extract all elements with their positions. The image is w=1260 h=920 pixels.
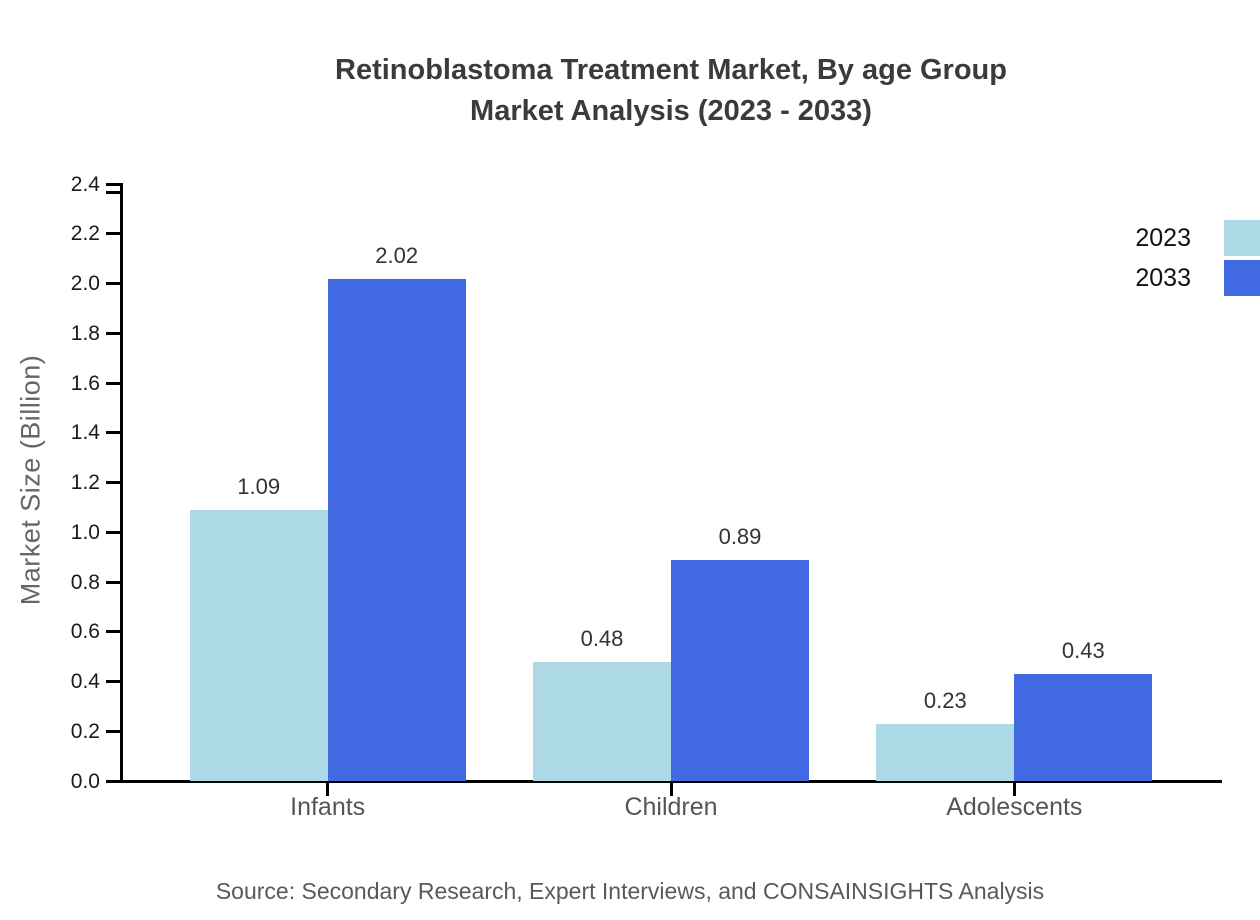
y-tick-mark xyxy=(106,729,120,733)
bar-value-label: 0.89 xyxy=(718,523,762,549)
bar-value-label: 0.48 xyxy=(580,625,624,651)
y-tick-label: 2.0 xyxy=(70,272,100,295)
legend-row-2033: 2033 xyxy=(1100,260,1260,296)
chart-title: Retinoblastoma Treatment Market, By age … xyxy=(120,50,1222,132)
y-tick-label: 0.6 xyxy=(70,620,100,644)
y-tick-label: 1.0 xyxy=(70,520,100,544)
bar-2023-infants xyxy=(189,509,328,781)
bar-value-label: 1.09 xyxy=(237,473,281,499)
chart-title-line2: Market Analysis (2023 - 2033) xyxy=(470,95,872,127)
bar-value-label: 2.02 xyxy=(375,242,419,268)
bar-2033-adolescents xyxy=(1014,674,1153,781)
y-axis-line xyxy=(120,183,123,783)
y-tick-mark xyxy=(106,331,120,335)
legend-swatch-2023-icon xyxy=(1224,220,1260,256)
legend-row-2023: 2023 xyxy=(1100,220,1260,256)
y-tick-mark xyxy=(106,630,120,634)
y-tick-mark xyxy=(106,580,120,584)
chart-title-line1: Retinoblastoma Treatment Market, By age … xyxy=(335,54,1007,86)
y-tick-label: 0.2 xyxy=(70,719,100,743)
x-category-label: Adolescents xyxy=(946,793,1083,821)
y-tick-mark xyxy=(106,680,120,683)
bar-2023-children xyxy=(533,661,671,781)
bar-2033-infants xyxy=(327,278,466,781)
x-tick-mark xyxy=(1012,781,1016,796)
bar-value-label: 0.43 xyxy=(1061,638,1105,664)
x-tick-mark xyxy=(669,781,673,796)
legend-swatch-2033-icon xyxy=(1224,260,1260,296)
x-tick-mark xyxy=(326,781,330,796)
legend-label-2023: 2023 xyxy=(1135,224,1191,252)
y-tick-mark xyxy=(106,530,120,534)
y-tick-label: 1.4 xyxy=(70,421,100,445)
y-tick-label: 1.8 xyxy=(70,321,100,345)
y-tick-label: 1.2 xyxy=(70,471,100,494)
bar-2023-adolescents xyxy=(876,723,1015,781)
bar-value-label: 0.23 xyxy=(923,687,967,713)
x-category-label: Children xyxy=(624,793,718,821)
y-tick-mark xyxy=(106,381,120,385)
y-tick-mark xyxy=(106,282,120,285)
y-tick-mark xyxy=(106,232,120,236)
x-category-label: Infants xyxy=(290,793,366,821)
y-tick-label: 1.6 xyxy=(70,371,100,395)
y-axis-top-cap-tick xyxy=(106,191,120,194)
y-tick-mark xyxy=(106,431,120,435)
y-tick-label: 0.0 xyxy=(70,769,100,793)
source-attribution: Source: Secondary Research, Expert Inter… xyxy=(215,878,1045,904)
bar-2033-children xyxy=(671,559,809,781)
y-tick-label: 2.4 xyxy=(70,172,100,196)
y-tick-mark xyxy=(106,481,120,484)
legend-label-2033: 2033 xyxy=(1135,264,1191,292)
y-tick-label: 0.4 xyxy=(70,670,100,693)
y-tick-label: 2.2 xyxy=(70,222,100,246)
y-tick-mark xyxy=(106,779,120,783)
y-tick-mark xyxy=(106,182,120,186)
y-tick-label: 0.8 xyxy=(70,570,100,594)
